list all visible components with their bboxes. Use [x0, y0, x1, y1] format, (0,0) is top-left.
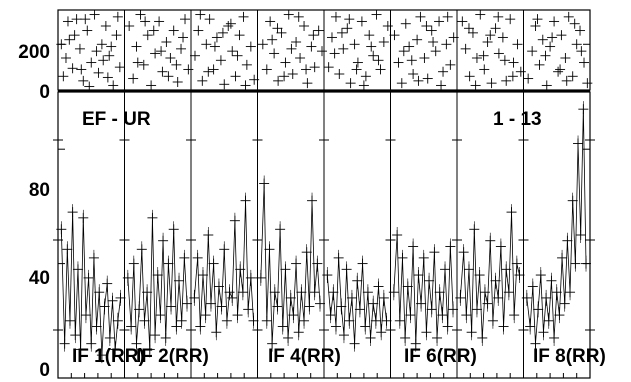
header-right-label: 1 - 13	[493, 109, 542, 130]
bottom-series-4	[322, 249, 392, 352]
top-series-0	[56, 9, 125, 92]
bottom-line-3	[260, 183, 321, 344]
panel-label-if6: IF 6(RR)	[404, 346, 477, 367]
bottom-series-0	[56, 204, 126, 364]
bottom-ytick-label-80: 80	[29, 180, 50, 201]
bottom-ytick-label-0: 0	[39, 360, 50, 381]
top-series-5	[389, 11, 459, 91]
header-left-label: EF - UR	[82, 109, 151, 130]
bottom-series-7	[521, 101, 592, 352]
bottom-line-7	[526, 109, 587, 344]
top-series-6	[457, 9, 526, 91]
bottom-series-1	[122, 209, 193, 358]
top-series-2	[189, 9, 260, 91]
bottom-line-2	[193, 200, 254, 333]
axes-ticks	[53, 43, 595, 379]
top-series-1	[124, 9, 194, 91]
top-ytick-label-200: 200	[18, 42, 50, 63]
panel-label-if8: IF 8(RR)	[533, 346, 606, 367]
panel-label-if1: IF 1(RR)	[72, 346, 145, 367]
bottom-series-5	[388, 227, 459, 352]
top-ytick-label-0: 0	[39, 82, 50, 103]
top-series-3	[257, 9, 328, 89]
top-series-4	[323, 9, 393, 91]
panel-label-if4: IF 4(RR)	[268, 346, 341, 367]
bottom-series-6	[455, 204, 525, 346]
panel-label-if2: IF 2(RR)	[136, 346, 209, 367]
top-series-7	[523, 11, 593, 91]
bottom-series-2	[189, 192, 259, 341]
data-marks	[56, 9, 593, 364]
bottom-line-1	[127, 217, 188, 350]
bottom-series-3	[255, 175, 326, 352]
bottom-ytick-label-40: 40	[29, 268, 50, 289]
